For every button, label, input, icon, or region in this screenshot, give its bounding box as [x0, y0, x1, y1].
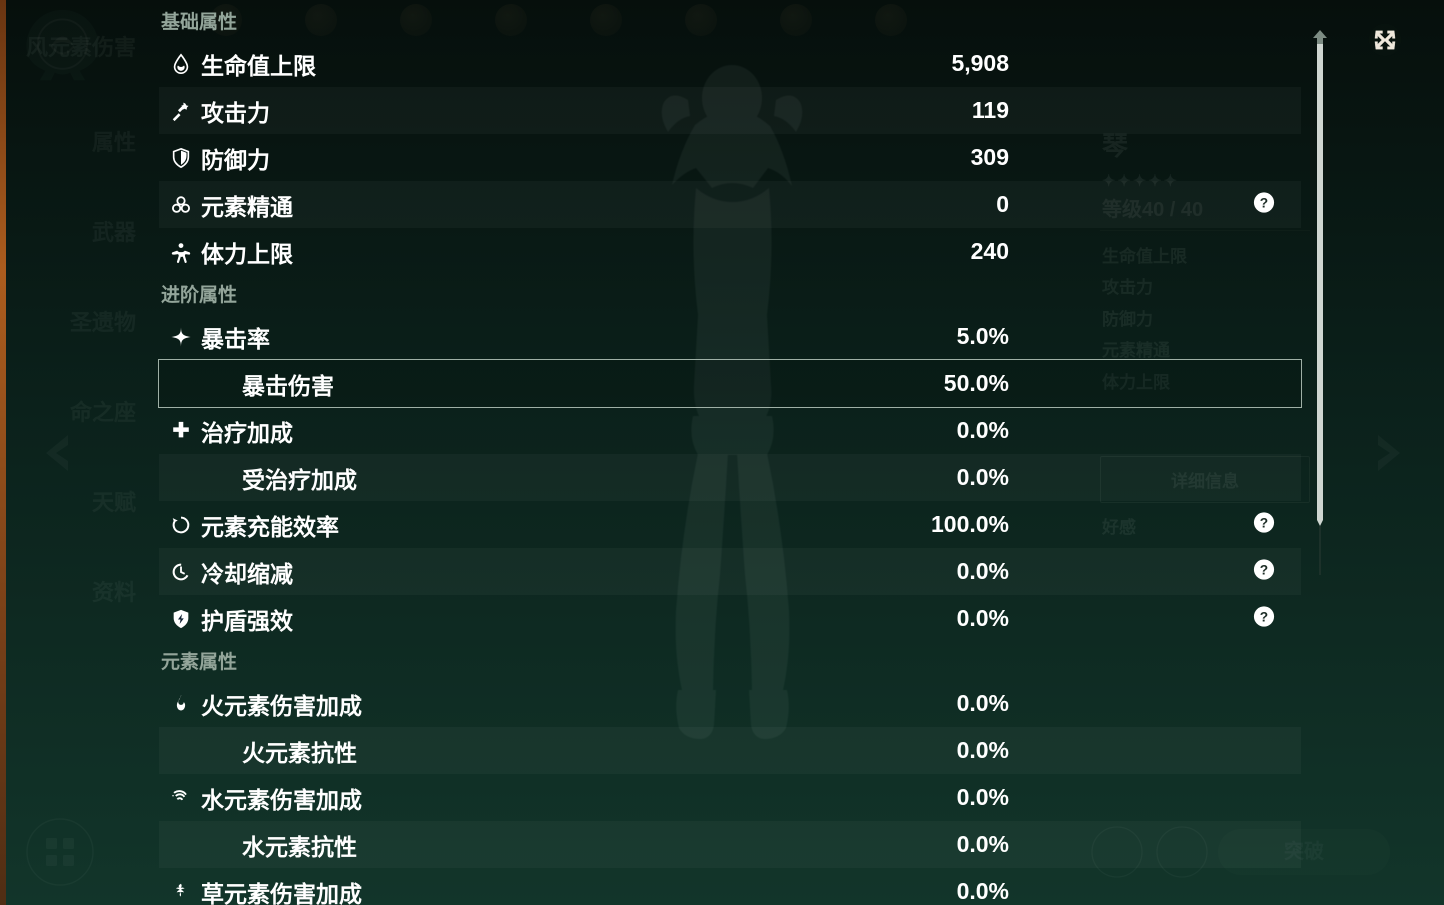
svg-text:?: ?	[1260, 515, 1268, 530]
svg-text:?: ?	[1260, 609, 1268, 624]
svg-text:?: ?	[1260, 195, 1268, 210]
svg-text:?: ?	[1260, 562, 1268, 577]
